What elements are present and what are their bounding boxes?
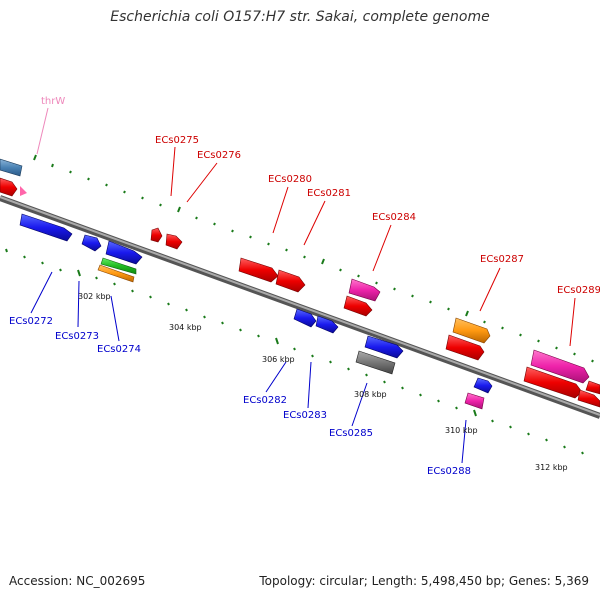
gene-arrow (355, 350, 396, 375)
scale-label: 312 kbp (535, 463, 568, 472)
gene-arrow (348, 278, 381, 302)
gene-label: ECs0287 (480, 254, 524, 265)
gene-label: ECs0282 (243, 395, 287, 406)
gene-arrow (530, 349, 590, 384)
label-leader-lines (30, 107, 576, 464)
accession-text: Accession: NC_002695 (9, 574, 146, 588)
gene-label: ECs0273 (55, 331, 99, 342)
gene-arrow (452, 317, 491, 344)
gene-arrow (100, 257, 137, 275)
gene-arrow (364, 335, 404, 359)
gene-arrow (19, 213, 73, 242)
gene-label: ECs0288 (427, 466, 471, 477)
gene-arrow (97, 264, 135, 283)
gene-label: ECs0274 (97, 344, 141, 355)
gene-label-trna: thrW (41, 96, 65, 107)
gene-arrow (293, 308, 317, 328)
gene-arrow (523, 366, 583, 399)
gene-label: ECs0276 (197, 150, 241, 161)
gene-labels-bottom: ECs0272 ECs0273 ECs0274 ECs0282 ECs0283 … (9, 316, 471, 477)
topology-summary: Topology: circular; Length: 5,498,450 bp… (259, 574, 589, 588)
gene-arrow (445, 334, 485, 361)
gene-labels-top: thrW ECs0275 ECs0276 ECs0280 ECs0281 ECs… (41, 96, 600, 296)
scale-label: 308 kbp (354, 390, 387, 399)
gene-label: ECs0281 (307, 188, 351, 199)
gene-arrow (165, 233, 183, 250)
gene-arrow (0, 158, 23, 177)
gene-arrow (150, 227, 163, 243)
gene-arrow (343, 295, 373, 317)
scale-label: 302 kbp (78, 292, 111, 301)
gene-arrow (81, 234, 102, 252)
sequence-backbone (0, 195, 600, 419)
scale-label: 306 kbp (262, 355, 295, 364)
scale-ticks-lower (5, 248, 584, 455)
gene-label: ECs0289 (557, 285, 600, 296)
gene-arrow (585, 380, 600, 395)
gene-label: ECs0285 (329, 428, 373, 439)
map-title: Escherichia coli O157:H7 str. Sakai, com… (110, 9, 490, 25)
gene-label: ECs0275 (155, 135, 199, 146)
scale-labels: 302 kbp 304 kbp 306 kbp 308 kbp 310 kbp … (78, 292, 568, 472)
gene-arrow (315, 315, 339, 334)
scale-ticks-upper (33, 154, 594, 363)
reverse-features (19, 213, 493, 410)
gene-arrow (577, 389, 600, 408)
gene-label: ECs0280 (268, 174, 312, 185)
gene-label: ECs0272 (9, 316, 53, 327)
gene-label: ECs0284 (372, 212, 416, 223)
gene-arrow (473, 377, 493, 394)
scale-label: 310 kbp (445, 426, 478, 435)
trna-marker (20, 186, 27, 196)
gene-label: ECs0283 (283, 410, 327, 421)
forward-features (0, 158, 600, 408)
gene-arrow (238, 257, 279, 283)
gene-arrow (464, 392, 485, 410)
gene-arrow (105, 240, 143, 265)
gene-arrow (275, 269, 306, 293)
gene-arrow (0, 177, 18, 197)
scale-label: 304 kbp (169, 323, 202, 332)
